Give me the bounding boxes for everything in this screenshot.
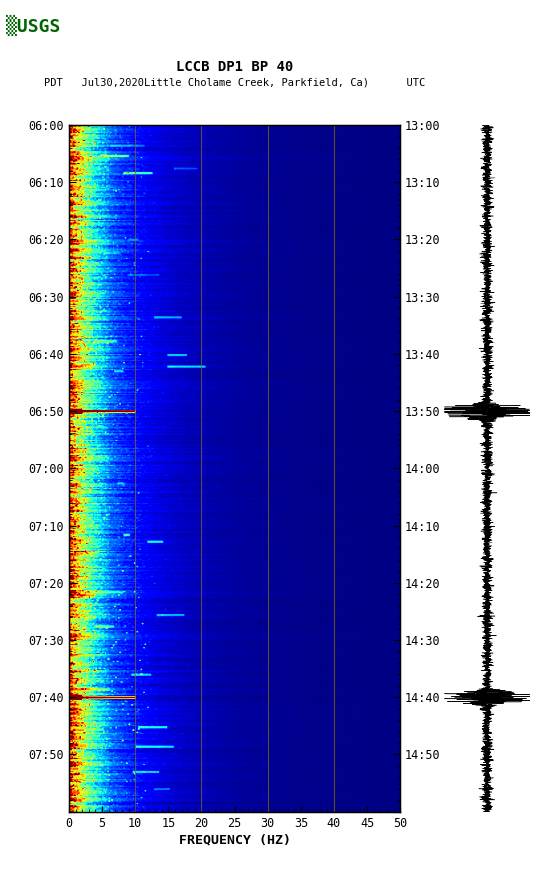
Text: PDT   Jul30,2020Little Cholame Creek, Parkfield, Ca)      UTC: PDT Jul30,2020Little Cholame Creek, Park… bbox=[44, 78, 425, 88]
Text: LCCB DP1 BP 40: LCCB DP1 BP 40 bbox=[176, 60, 293, 74]
X-axis label: FREQUENCY (HZ): FREQUENCY (HZ) bbox=[179, 834, 290, 847]
Text: ▒USGS: ▒USGS bbox=[6, 14, 60, 36]
